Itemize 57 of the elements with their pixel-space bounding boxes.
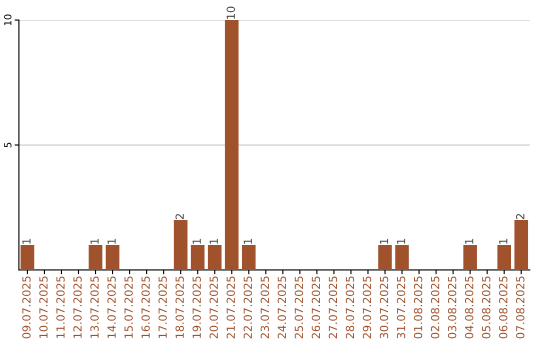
bar: [395, 244, 409, 270]
bar: [174, 220, 188, 270]
data-label: 1: [210, 238, 218, 244]
x-tick-label: 28.07.2025: [346, 276, 354, 338]
data-label: 1: [192, 238, 201, 244]
x-tick-label: 18.07.2025: [175, 276, 184, 338]
data-label: 1: [108, 238, 116, 244]
data-label: 1: [499, 238, 508, 244]
y-tick-label: 5: [4, 142, 12, 148]
bar: [224, 20, 239, 270]
data-label: 1: [22, 238, 30, 244]
x-tick-label: 05.08.2025: [482, 276, 490, 338]
x-tick-label: 25.07.2025: [294, 276, 304, 338]
x-tick-label: 07.08.2025: [516, 276, 524, 338]
x-tick-label: 29.07.2025: [362, 276, 372, 338]
bar: [378, 244, 392, 270]
data-label: 10: [226, 6, 235, 19]
bar: [20, 244, 34, 270]
bar: [190, 244, 205, 270]
x-tick-label: 10.07.2025: [39, 276, 48, 338]
x-tick-label: 04.08.2025: [464, 276, 474, 338]
x-tick-label: 13.07.2025: [90, 276, 99, 338]
x-tick-label: 23.07.2025: [260, 276, 270, 338]
x-tick-label: 27.07.2025: [328, 276, 338, 338]
bar: [514, 220, 528, 270]
bar: [497, 244, 512, 270]
x-tick-label: 15.07.2025: [124, 276, 133, 338]
bar: [463, 244, 477, 270]
x-tick-label: 21.07.2025: [226, 276, 235, 338]
x-tick-label: 11.07.2025: [56, 276, 65, 338]
data-label: 2: [175, 214, 184, 220]
x-tick-label: 17.07.2025: [158, 276, 167, 338]
data-label: 1: [465, 238, 474, 244]
x-tick-label: 09.07.2025: [22, 276, 31, 338]
bar: [242, 244, 256, 270]
x-tick-label: 02.08.2025: [430, 276, 440, 338]
x-tick-label: 03.08.2025: [448, 276, 456, 338]
x-tick-label: 16.07.2025: [141, 276, 150, 338]
x-tick-label: 01.08.2025: [414, 276, 422, 338]
x-tick-label: 30.07.2025: [380, 276, 388, 338]
data-label: 1: [244, 238, 252, 244]
data-label: 1: [396, 238, 406, 244]
x-tick-label: 19.07.2025: [192, 276, 201, 338]
x-tick-label: 12.07.2025: [73, 276, 82, 338]
data-label: 2: [516, 214, 524, 220]
data-label: 1: [90, 238, 99, 244]
x-tick-label: 31.07.2025: [396, 276, 406, 338]
data-label: 1: [380, 238, 388, 244]
x-tick-label: 24.07.2025: [278, 276, 286, 338]
x-tick-label: 14.07.2025: [107, 276, 116, 338]
bar: [88, 244, 102, 270]
x-tick-label: 26.07.2025: [312, 276, 320, 338]
x-tick-label: 06.08.2025: [499, 276, 508, 338]
x-tick-label: 20.07.2025: [210, 276, 218, 338]
x-tick-label: 22.07.2025: [244, 276, 252, 338]
bar: [106, 244, 120, 270]
bar: [208, 244, 222, 270]
